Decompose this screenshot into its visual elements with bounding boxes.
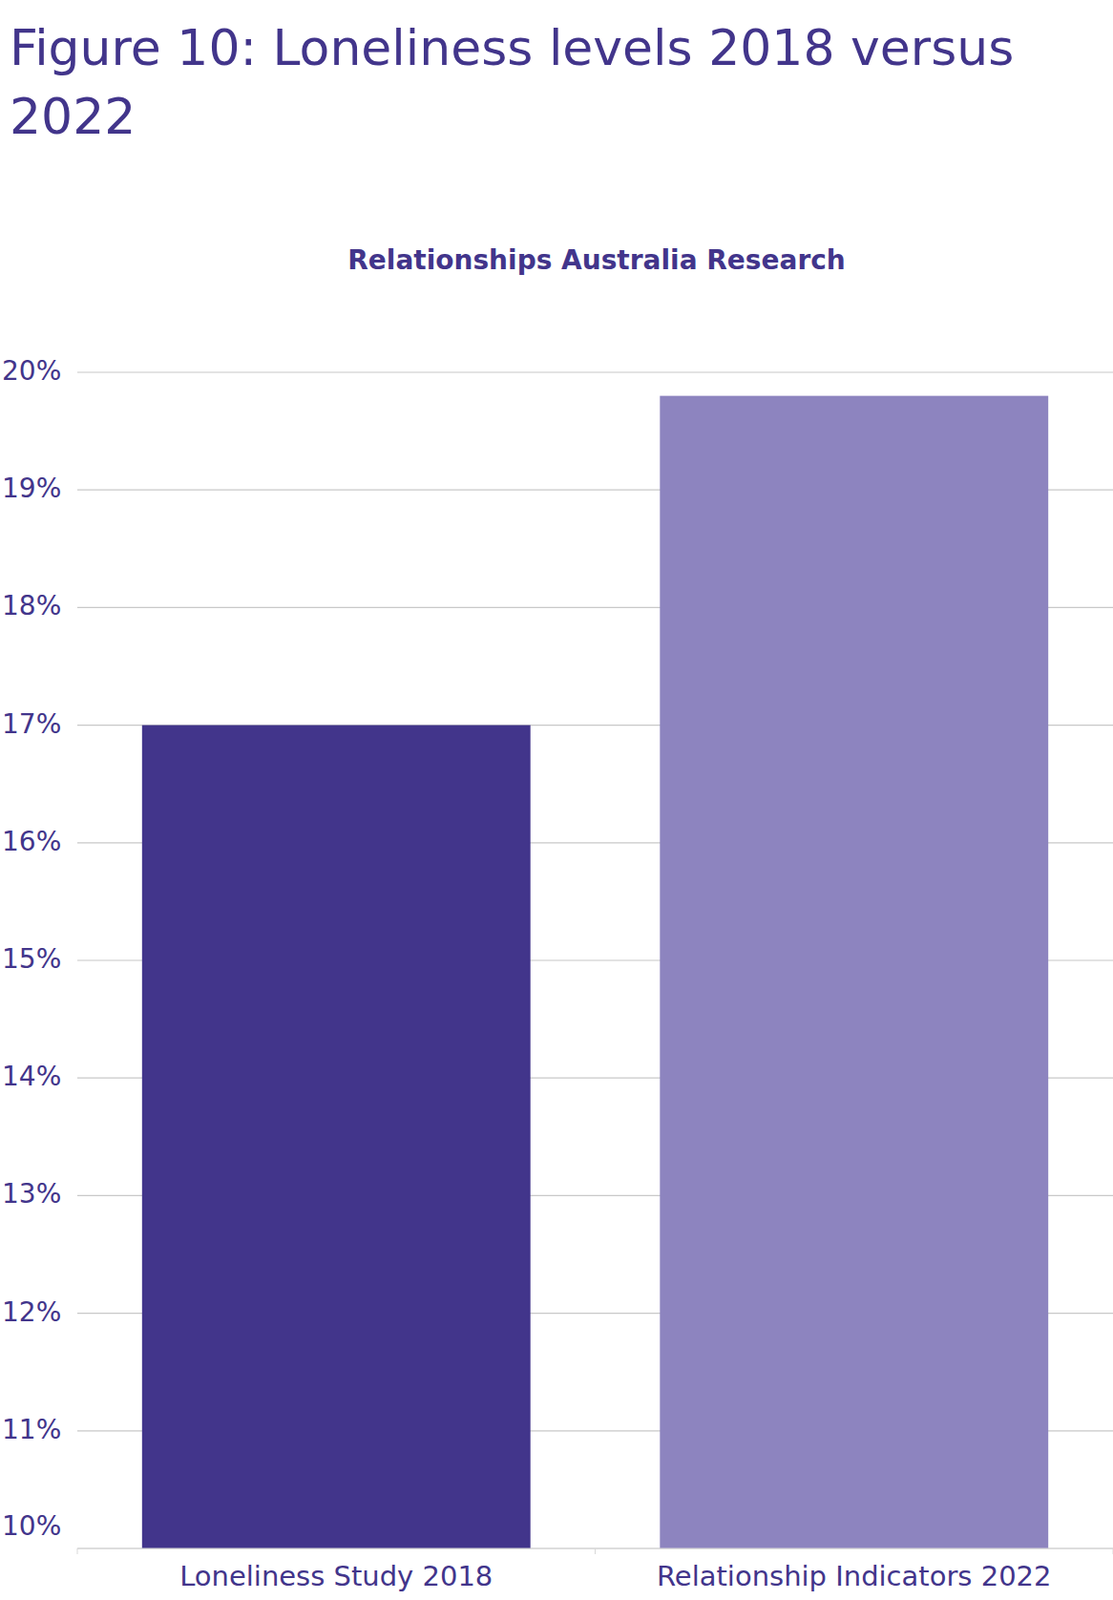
chart: Relationships Australia Research 10% 11% 12… xyxy=(0,0,1113,1600)
tick-label: 11% xyxy=(1,1413,62,1446)
tick-label: 19% xyxy=(1,472,62,504)
x-tick xyxy=(77,1548,79,1554)
category-label: Relationship Indicators 2022 xyxy=(656,1559,1052,1593)
bar xyxy=(659,396,1049,1549)
tick-label: 12% xyxy=(1,1296,62,1328)
tick-label: 20% xyxy=(1,355,62,387)
tick-label: 15% xyxy=(1,943,62,975)
bar xyxy=(142,725,531,1549)
x-tick xyxy=(594,1548,596,1554)
grid-line xyxy=(77,371,1113,373)
bars xyxy=(142,396,1049,1549)
subtitle: Relationships Australia Research xyxy=(347,244,846,276)
tick-label: 18% xyxy=(1,589,62,622)
tick-label: 16% xyxy=(1,825,62,858)
category-label: Loneliness Study 2018 xyxy=(179,1559,493,1593)
tick-label: 14% xyxy=(1,1060,62,1092)
tick-label: 13% xyxy=(1,1177,62,1210)
tick-label: 10% xyxy=(1,1510,62,1542)
title: Figure 10: Loneliness levels 2018 versus… xyxy=(9,13,1022,151)
tick-label: 17% xyxy=(1,708,62,740)
